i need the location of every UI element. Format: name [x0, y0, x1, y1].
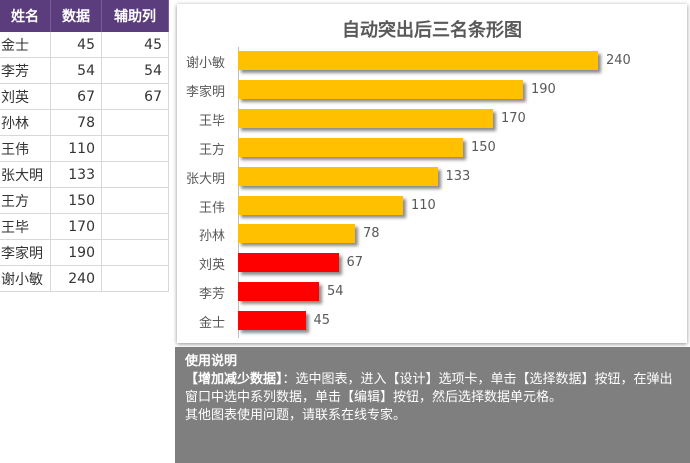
aux-cell[interactable] [101, 239, 169, 266]
value-cell[interactable]: 240 [50, 265, 102, 292]
value-cell[interactable]: 78 [50, 109, 102, 136]
category-label: 张大明 [185, 171, 225, 187]
data-label: 45 [313, 313, 331, 329]
category-label: 王方 [198, 142, 225, 158]
header-aux[interactable]: 辅助列 [101, 0, 169, 32]
aux-cell[interactable]: 67 [101, 83, 169, 110]
aux-cell[interactable] [101, 135, 169, 162]
category-label: 金士 [198, 316, 225, 332]
bar[interactable] [238, 51, 598, 70]
value-cell[interactable]: 190 [50, 239, 102, 266]
data-label: 133 [445, 168, 471, 184]
aux-cell[interactable]: 45 [101, 32, 169, 58]
instructions-line1: 【增加减少数据】：选中图表，进入【设计】选项卡，单击【选择数据】按钮，在弹出窗口… [185, 371, 680, 407]
name-cell[interactable]: 谢小敏 [0, 265, 51, 292]
aux-cell[interactable] [101, 187, 169, 214]
data-label: 170 [501, 110, 526, 126]
name-cell[interactable]: 王毕 [0, 213, 51, 240]
value-cell[interactable]: 110 [50, 135, 102, 162]
table-row: 张大明 133 [0, 161, 169, 188]
data-label: 150 [471, 139, 496, 155]
header-name[interactable]: 姓名 [0, 0, 51, 32]
category-label: 王伟 [198, 200, 225, 216]
table-row: 金士 45 45 [0, 32, 169, 58]
table-row: 刘英 67 67 [0, 83, 169, 110]
aux-cell[interactable] [101, 109, 169, 136]
table-row: 王伟 110 [0, 135, 169, 162]
data-label: 240 [606, 53, 631, 68]
category-label: 李家明 [185, 84, 225, 100]
aux-cell[interactable] [101, 265, 169, 292]
instructions-panel: 使用说明 【增加减少数据】：选中图表，进入【设计】选项卡，单击【选择数据】按钮，… [175, 347, 690, 463]
aux-cell[interactable] [101, 213, 169, 240]
name-cell[interactable]: 王伟 [0, 135, 51, 162]
name-cell[interactable]: 李家明 [0, 239, 51, 266]
instructions-line1-text: ：选中图表，进入【设计】选项卡，单击【选择数据】按钮，在弹出窗口中选中系列数据，… [185, 372, 673, 405]
table-row: 谢小敏 240 [0, 265, 169, 292]
name-cell[interactable]: 王方 [0, 187, 51, 214]
bar[interactable] [238, 282, 319, 302]
category-label: 孙林 [198, 229, 225, 245]
data-table: 姓名 数据 辅助列 金士 45 45 李芳 54 54 刘英 67 67 孙林 78 王伟 110 张大明… [0, 0, 169, 292]
value-cell[interactable]: 133 [50, 161, 102, 188]
table-header-row: 姓名 数据 辅助列 [0, 0, 169, 32]
data-label: 67 [346, 255, 364, 271]
table-row: 孙林 78 [0, 109, 169, 136]
value-cell[interactable]: 170 [50, 213, 102, 240]
value-cell[interactable]: 150 [50, 187, 102, 214]
instructions-heading: 使用说明 [185, 354, 238, 369]
instructions-line1-bold: 【增加减少数据】 [185, 372, 283, 387]
data-label: 110 [411, 197, 436, 213]
category-label: 刘英 [198, 258, 225, 274]
bar[interactable] [238, 195, 403, 215]
bar[interactable] [238, 166, 438, 186]
table-row: 李芳 54 54 [0, 57, 169, 84]
aux-cell[interactable] [101, 161, 169, 188]
data-label: 54 [327, 284, 344, 300]
bar[interactable] [238, 137, 463, 157]
table-row: 李家明 190 [0, 239, 169, 266]
name-cell[interactable]: 金士 [0, 32, 51, 58]
value-cell[interactable]: 54 [50, 57, 102, 84]
category-label: 谢小敏 [185, 56, 225, 71]
bar-chart[interactable]: 自动突出后三名条形图 谢小敏 240 李家明 190 王毕 170 王方 150 张大明 133 王… [177, 4, 687, 343]
table-row: 王毕 170 [0, 213, 169, 240]
value-cell[interactable]: 45 [50, 32, 102, 58]
bar[interactable] [238, 253, 339, 273]
aux-cell[interactable]: 54 [101, 57, 169, 84]
table-row: 王方 150 [0, 187, 169, 214]
bar[interactable] [238, 311, 306, 331]
category-axis-line [238, 47, 239, 338]
value-cell[interactable]: 67 [50, 83, 102, 110]
name-cell[interactable]: 李芳 [0, 57, 51, 84]
name-cell[interactable]: 孙林 [0, 109, 51, 136]
bar[interactable] [238, 79, 523, 99]
header-value[interactable]: 数据 [50, 0, 102, 32]
name-cell[interactable]: 张大明 [0, 161, 51, 188]
name-cell[interactable]: 刘英 [0, 83, 51, 110]
bar[interactable] [238, 108, 493, 128]
category-label: 李芳 [198, 287, 225, 303]
data-label: 190 [531, 81, 556, 97]
category-label: 王毕 [198, 113, 225, 129]
instructions-line2: 其他图表使用问题，请联系在线专家。 [185, 408, 407, 423]
chart-title: 自动突出后三名条形图 [342, 20, 522, 41]
bar[interactable] [238, 224, 355, 244]
data-label: 78 [363, 226, 380, 242]
